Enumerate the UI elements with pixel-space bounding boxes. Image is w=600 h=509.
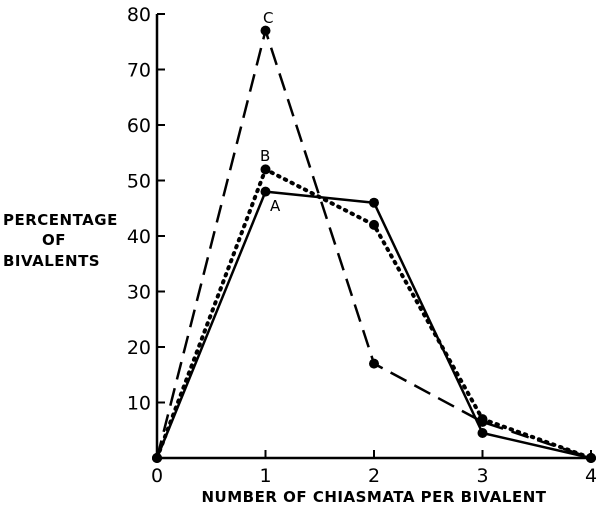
y-axis-title-line-3: BIVALENTS xyxy=(3,252,100,270)
data-point-a xyxy=(369,197,379,208)
x-tick-label: 2 xyxy=(368,465,380,487)
series-line-b xyxy=(155,167,593,460)
data-point-a xyxy=(477,428,488,438)
series-label-a: A xyxy=(270,197,281,215)
data-point-c xyxy=(260,25,271,36)
y-tick-label: 60 xyxy=(127,115,151,137)
x-tick-label: 0 xyxy=(151,465,163,487)
x-tick-label: 3 xyxy=(476,465,488,487)
x-tick-label: 1 xyxy=(259,465,271,487)
series-line-c xyxy=(155,29,592,460)
data-point-c xyxy=(477,416,488,427)
y-axis-title-line-1: PERCENTAGE xyxy=(3,211,118,229)
y-tick-label: 80 xyxy=(127,4,151,26)
labels-layer: PERCENTAGE OF BIVALENTS NUMBER OF CHIASM… xyxy=(3,9,547,506)
axis-ticks: 10 20 30 40 50 60 70 80 0 1 2 3 4 xyxy=(127,4,597,487)
y-tick-label: 40 xyxy=(127,226,151,248)
series-layer xyxy=(152,25,596,463)
x-axis-title: NUMBER OF CHIASMATA PER BIVALENT xyxy=(202,488,547,506)
y-tick-label: 70 xyxy=(127,60,151,82)
series-line-a xyxy=(155,190,592,460)
y-tick-label: 30 xyxy=(127,282,151,304)
series-label-c: C xyxy=(263,9,273,27)
axes xyxy=(155,14,591,460)
y-tick-label: 50 xyxy=(127,171,151,193)
x-tick-label: 4 xyxy=(585,465,597,487)
series-label-b: B xyxy=(260,147,270,165)
y-tick-label: 10 xyxy=(127,393,151,415)
data-point-c xyxy=(369,358,379,369)
data-point-c xyxy=(152,453,162,463)
data-point-b xyxy=(260,164,271,175)
y-tick-label: 20 xyxy=(127,337,151,359)
series-b xyxy=(152,164,596,463)
data-point-b xyxy=(369,219,379,230)
data-point-c xyxy=(586,453,596,463)
y-axis-title-line-2: OF xyxy=(42,231,66,249)
data-point-a xyxy=(260,186,271,197)
series-c xyxy=(152,25,596,463)
